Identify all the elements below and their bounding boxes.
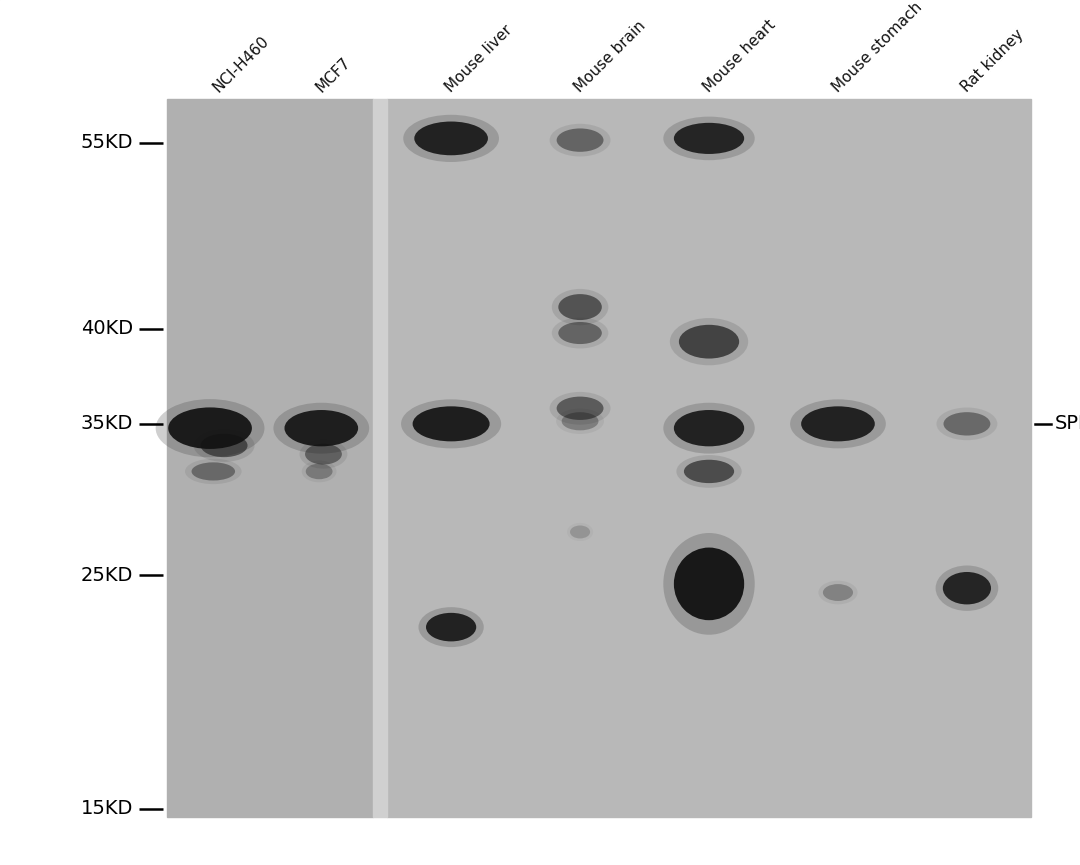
Text: 55KD: 55KD	[80, 133, 133, 152]
Ellipse shape	[418, 607, 484, 647]
Ellipse shape	[670, 318, 748, 365]
Ellipse shape	[562, 413, 598, 430]
Ellipse shape	[679, 325, 739, 359]
Ellipse shape	[201, 434, 247, 458]
Ellipse shape	[556, 408, 604, 434]
Ellipse shape	[193, 429, 255, 462]
Ellipse shape	[936, 407, 998, 440]
Ellipse shape	[558, 322, 602, 344]
Text: Mouse brain: Mouse brain	[571, 18, 649, 95]
Ellipse shape	[299, 439, 348, 469]
Ellipse shape	[426, 612, 476, 641]
Bar	[167, 817, 1031, 865]
Ellipse shape	[663, 117, 755, 160]
Bar	[1031, 0, 1080, 865]
Ellipse shape	[674, 410, 744, 446]
Bar	[167, 99, 373, 817]
Ellipse shape	[801, 407, 875, 441]
Text: MCF7: MCF7	[313, 54, 353, 95]
Ellipse shape	[284, 410, 359, 446]
Ellipse shape	[306, 464, 333, 479]
Ellipse shape	[552, 289, 608, 325]
Ellipse shape	[556, 396, 604, 420]
Ellipse shape	[403, 115, 499, 162]
Text: Rat kidney: Rat kidney	[958, 27, 1027, 95]
Ellipse shape	[301, 460, 337, 483]
Ellipse shape	[556, 128, 604, 152]
Ellipse shape	[305, 444, 342, 465]
Ellipse shape	[273, 403, 369, 453]
Text: Mouse stomach: Mouse stomach	[829, 0, 926, 95]
Bar	[387, 99, 1031, 817]
Ellipse shape	[819, 580, 858, 605]
Ellipse shape	[156, 399, 265, 458]
Ellipse shape	[663, 403, 755, 453]
Ellipse shape	[944, 412, 990, 435]
Text: SPIN2B: SPIN2B	[1055, 414, 1080, 433]
Ellipse shape	[558, 294, 602, 320]
Text: 25KD: 25KD	[81, 566, 133, 585]
Ellipse shape	[185, 458, 242, 484]
Ellipse shape	[401, 400, 501, 448]
Text: Mouse heart: Mouse heart	[701, 17, 779, 95]
Text: 40KD: 40KD	[81, 319, 133, 338]
Ellipse shape	[413, 407, 489, 441]
Text: Mouse liver: Mouse liver	[443, 22, 515, 95]
Ellipse shape	[550, 392, 610, 425]
Ellipse shape	[168, 407, 252, 449]
Text: 35KD: 35KD	[81, 414, 133, 433]
Ellipse shape	[570, 525, 590, 538]
Ellipse shape	[684, 459, 734, 483]
Ellipse shape	[415, 121, 488, 155]
Bar	[167, 0, 1031, 99]
Ellipse shape	[935, 566, 998, 611]
Bar	[373, 99, 387, 817]
Ellipse shape	[943, 572, 991, 605]
Text: 15KD: 15KD	[81, 799, 133, 818]
Ellipse shape	[823, 584, 853, 601]
Ellipse shape	[676, 455, 742, 488]
Ellipse shape	[674, 123, 744, 154]
Text: NCI-H460: NCI-H460	[211, 33, 272, 95]
Bar	[0, 0, 167, 865]
Ellipse shape	[663, 533, 755, 635]
Ellipse shape	[191, 462, 235, 480]
Ellipse shape	[552, 317, 608, 349]
Ellipse shape	[674, 548, 744, 620]
Ellipse shape	[550, 124, 610, 157]
Ellipse shape	[791, 400, 886, 448]
